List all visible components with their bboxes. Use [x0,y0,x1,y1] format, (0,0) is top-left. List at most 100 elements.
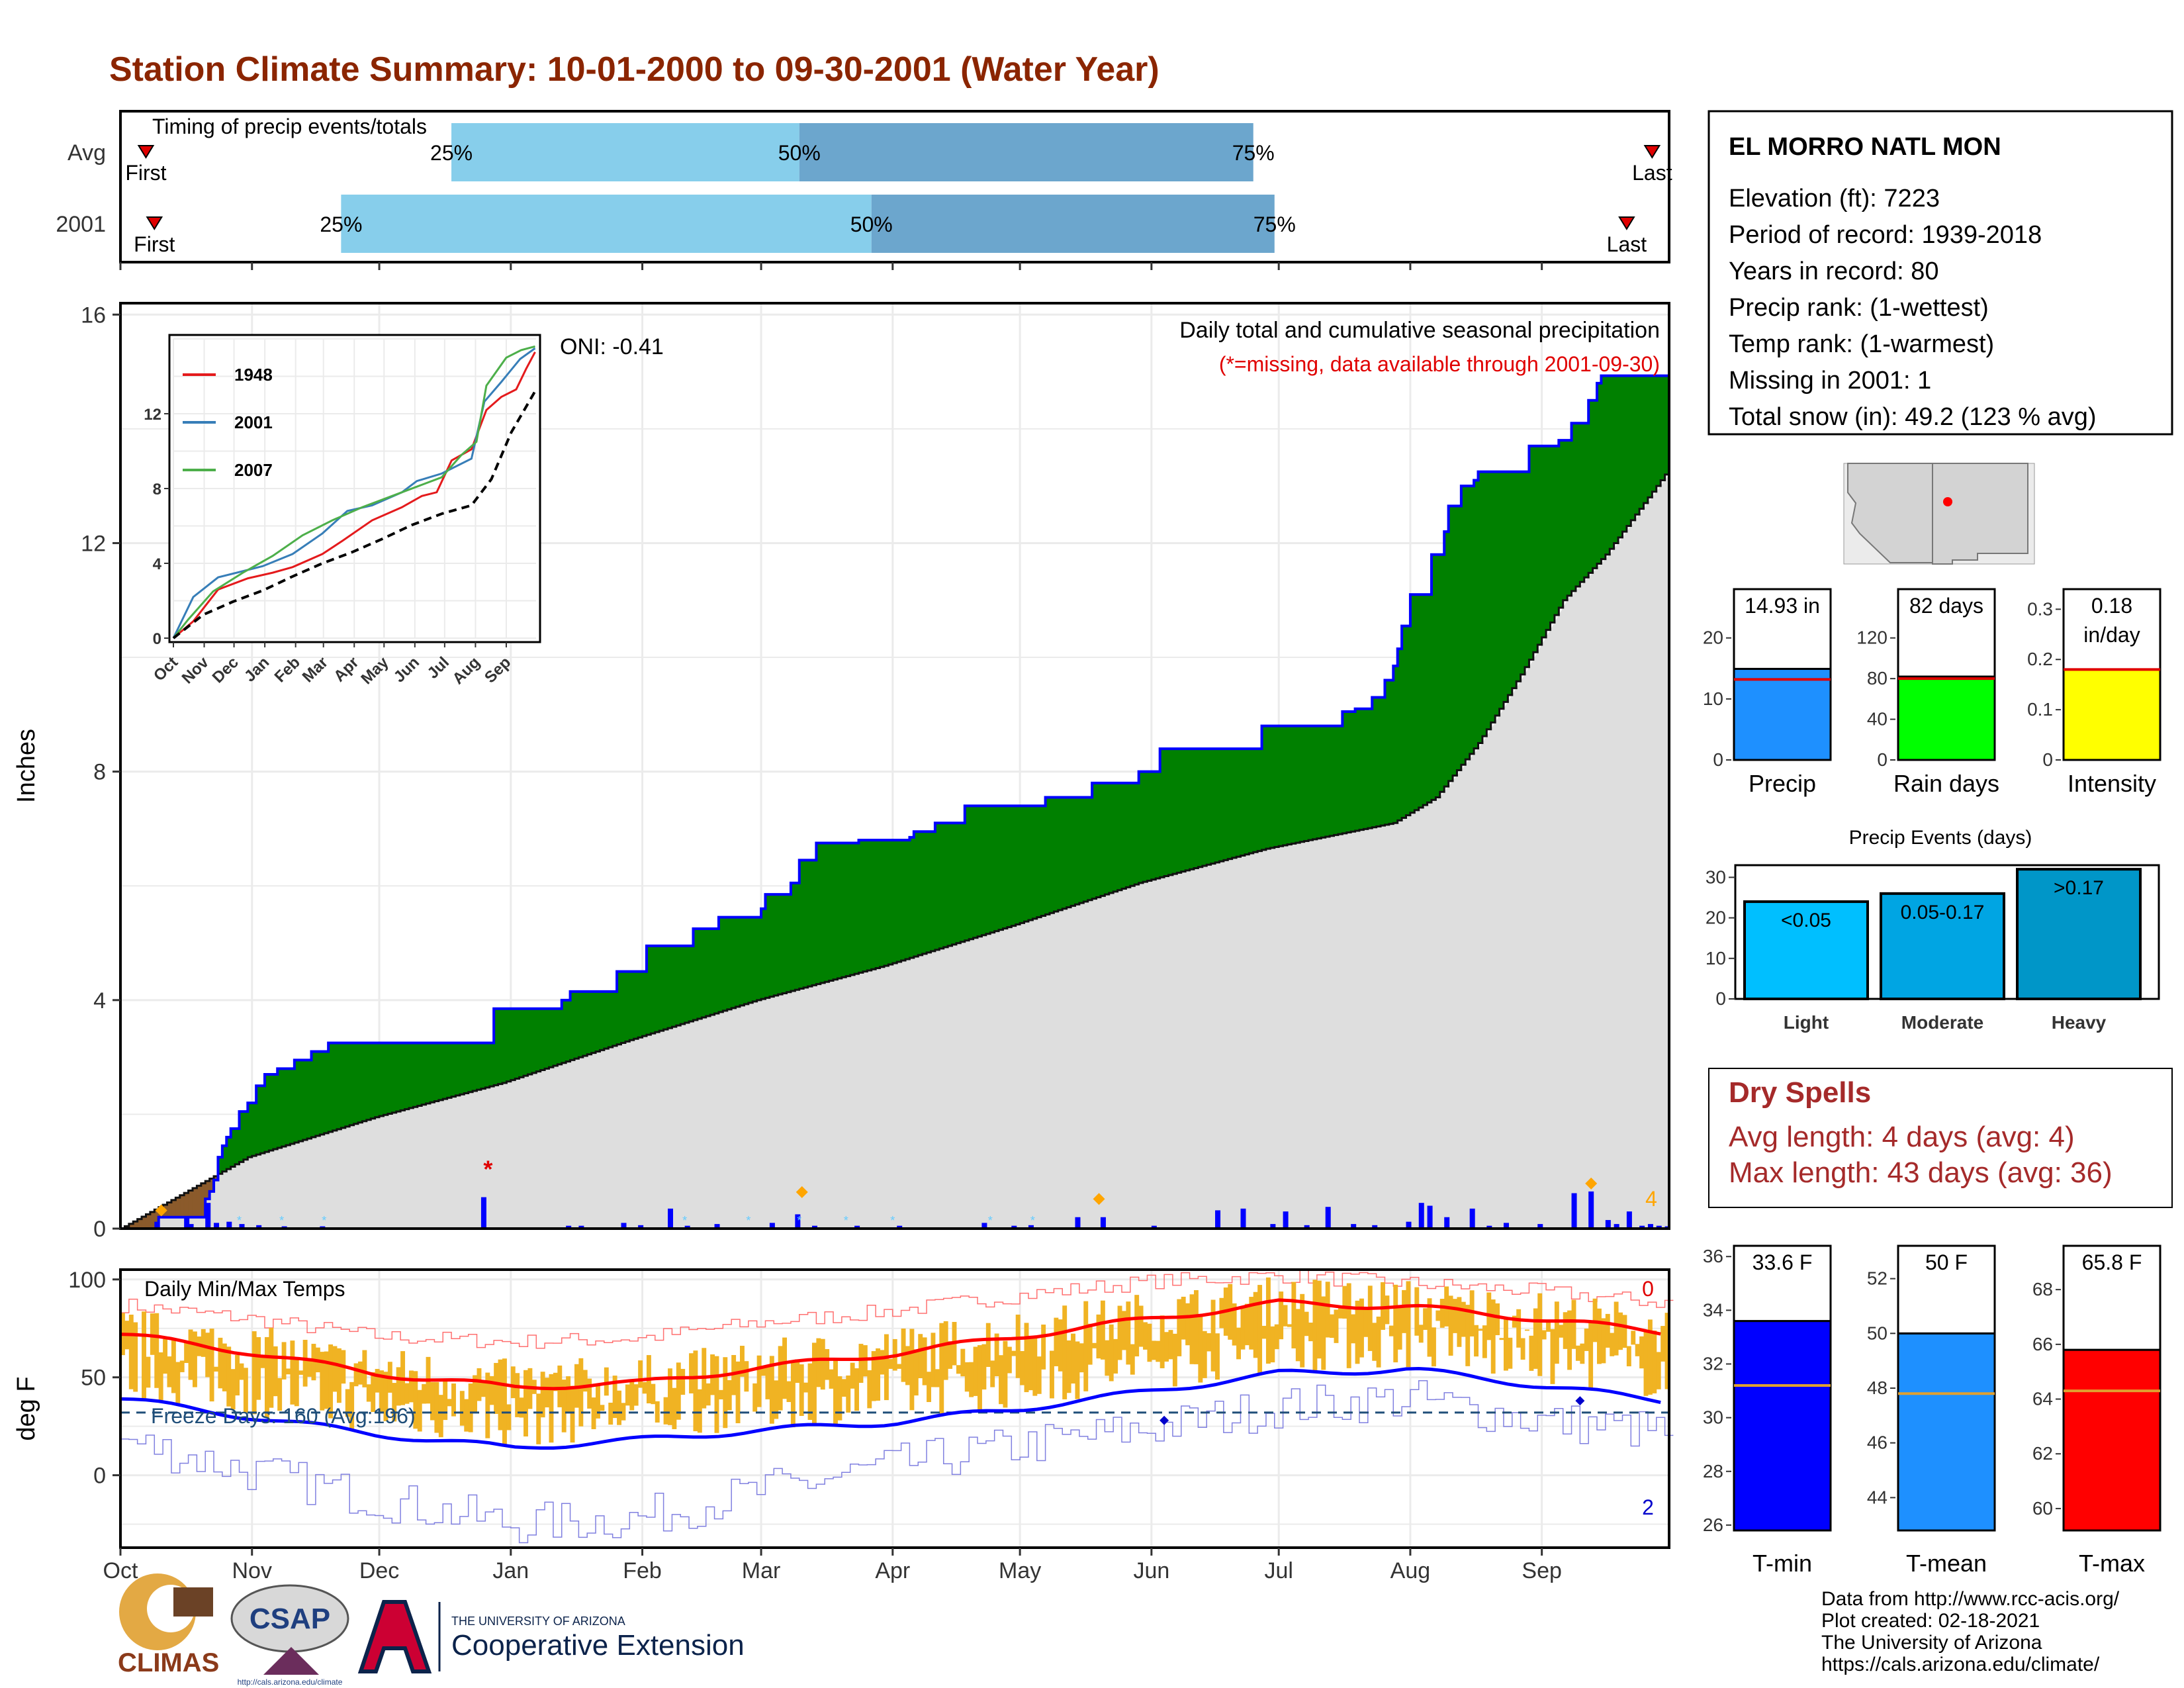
temp-y-axis: 0 50 100 [68,1268,120,1489]
daily-temp-bar [638,1360,643,1388]
daily-temp-bar [1096,1314,1101,1359]
daily-temp-bar [489,1376,494,1405]
daily-temp-bar [549,1374,554,1443]
daily-temp-bar [1525,1329,1529,1331]
daily-temp-bar [795,1359,800,1383]
daily-temp-bar [1193,1289,1199,1364]
daily-temp-bar [1571,1299,1576,1349]
daily-temp-bar [1312,1280,1318,1371]
inset-legend-label: 1948 [234,365,273,385]
month-tick-label: Jun [1133,1558,1169,1583]
daily-temp-bar [1661,1326,1666,1362]
month-tick-label: Apr [875,1558,910,1583]
timing-bar-25-50 [451,123,799,181]
daily-temp-bar [1024,1323,1029,1393]
daily-temp-bar [345,1389,350,1417]
inset-series-2007 [172,345,535,639]
daily-temp-bar [506,1404,512,1430]
daily-precip-bar [1100,1217,1106,1229]
daily-temp-bar [264,1336,269,1418]
daily-temp-bar [167,1356,172,1387]
daily-temp-bar [1482,1325,1487,1358]
daily-temp-bar [1639,1336,1645,1369]
temp-stat-bar [2062,1348,2161,1532]
daily-temp-bar [1397,1306,1402,1350]
daily-temp-bar [1550,1329,1555,1384]
daily-temp-bar [294,1359,299,1407]
daily-temp-bar [1346,1283,1351,1368]
events-y-tick-label: 30 [1706,867,1726,887]
precip-extreme-marker [796,1186,808,1198]
daily-precip-bar [769,1223,775,1229]
daily-precip-bar [1469,1208,1475,1229]
daily-temp-bar [973,1346,978,1396]
daily-temp-bar [578,1358,584,1427]
daily-temp-bar [807,1363,813,1420]
temp-stat-y-tick-label: 36 [1703,1246,1723,1266]
daily-temp-bar [1559,1325,1564,1338]
daily-temp-bar [1431,1327,1436,1367]
daily-temp-bar [782,1337,788,1399]
temp-stat-y-tick-label: 32 [1703,1353,1723,1374]
temp-stat-category-label: T-min [1752,1550,1812,1577]
timing-first-marker [146,216,163,230]
daily-temp-bar [999,1355,1003,1405]
daily-temp-bar [931,1333,936,1387]
missing-data-marker: * [483,1155,492,1182]
daily-temp-bar [858,1344,864,1383]
daily-temp-bar [1457,1297,1462,1347]
daily-precip-bar [480,1197,486,1229]
daily-temp-bar [1041,1324,1046,1370]
daily-temp-bar [1359,1298,1364,1358]
daily-temp-bar [1236,1327,1241,1360]
daily-precip-bar [854,1225,860,1229]
daily-temp-bar [1126,1301,1131,1365]
daily-temp-bar [1537,1293,1543,1376]
daily-temp-bar [133,1322,138,1392]
daily-temp-bar [948,1341,953,1369]
daily-temp-bar [1117,1305,1122,1360]
daily-temp-bar [888,1358,893,1369]
daily-temp-bar [413,1371,418,1429]
daily-precip-bar [684,1225,690,1229]
daily-temp-bar [837,1376,842,1421]
daily-temp-bar [498,1359,503,1430]
daily-temp-bar [443,1379,448,1421]
events-category-label: Light [1784,1012,1829,1033]
daily-temp-bar [1185,1303,1191,1346]
inset-series-1948 [173,352,536,639]
footer-credits: Data from http://www.rcc-acis.org/ Plot … [1821,1588,2120,1675]
timing-last-label: Last [1607,232,1647,256]
daily-precip-bar [1028,1225,1034,1229]
daily-temp-bar [927,1372,931,1403]
daily-temp-bar [1109,1324,1114,1382]
daily-temp-bar [1363,1308,1369,1337]
temp-min-count: 2 [1642,1495,1654,1519]
daily-temp-bar [1066,1340,1071,1393]
temp-stat-bar [1897,1332,1996,1532]
precip-stat-bar [1897,675,1996,761]
daily-temp-bar [1563,1312,1568,1349]
daily-precip-bar [1283,1211,1289,1229]
daily-temp-bar [1588,1322,1594,1391]
daily-temp-bar [934,1369,940,1387]
daily-temp-bar [909,1329,915,1411]
precip-y-tick-label: 8 [93,760,106,785]
temp-y-tick-label: 100 [68,1268,106,1293]
daily-temp-bar [1516,1309,1522,1348]
month-tick-label: Mar [742,1558,781,1583]
daily-precip-bar [1605,1220,1611,1229]
daily-temp-bar [985,1323,991,1367]
daily-temp-bar [735,1361,741,1424]
daily-temp-bar [820,1338,825,1390]
daily-temp-bar [608,1402,614,1425]
temp-stat-value-label: 65.8 F [2082,1250,2142,1274]
daily-precip-bar [1151,1225,1157,1229]
temp-max-count: 0 [1642,1277,1654,1301]
daily-temp-bar [1388,1325,1394,1336]
daily-precip-bar [188,1224,194,1229]
ua-logo: THE UNIVERSITY OF ARIZONA Cooperative Ex… [357,1600,745,1673]
daily-temp-bar [1342,1286,1347,1319]
daily-precip-bar [1304,1225,1310,1229]
daily-temp-bar [1257,1285,1263,1376]
